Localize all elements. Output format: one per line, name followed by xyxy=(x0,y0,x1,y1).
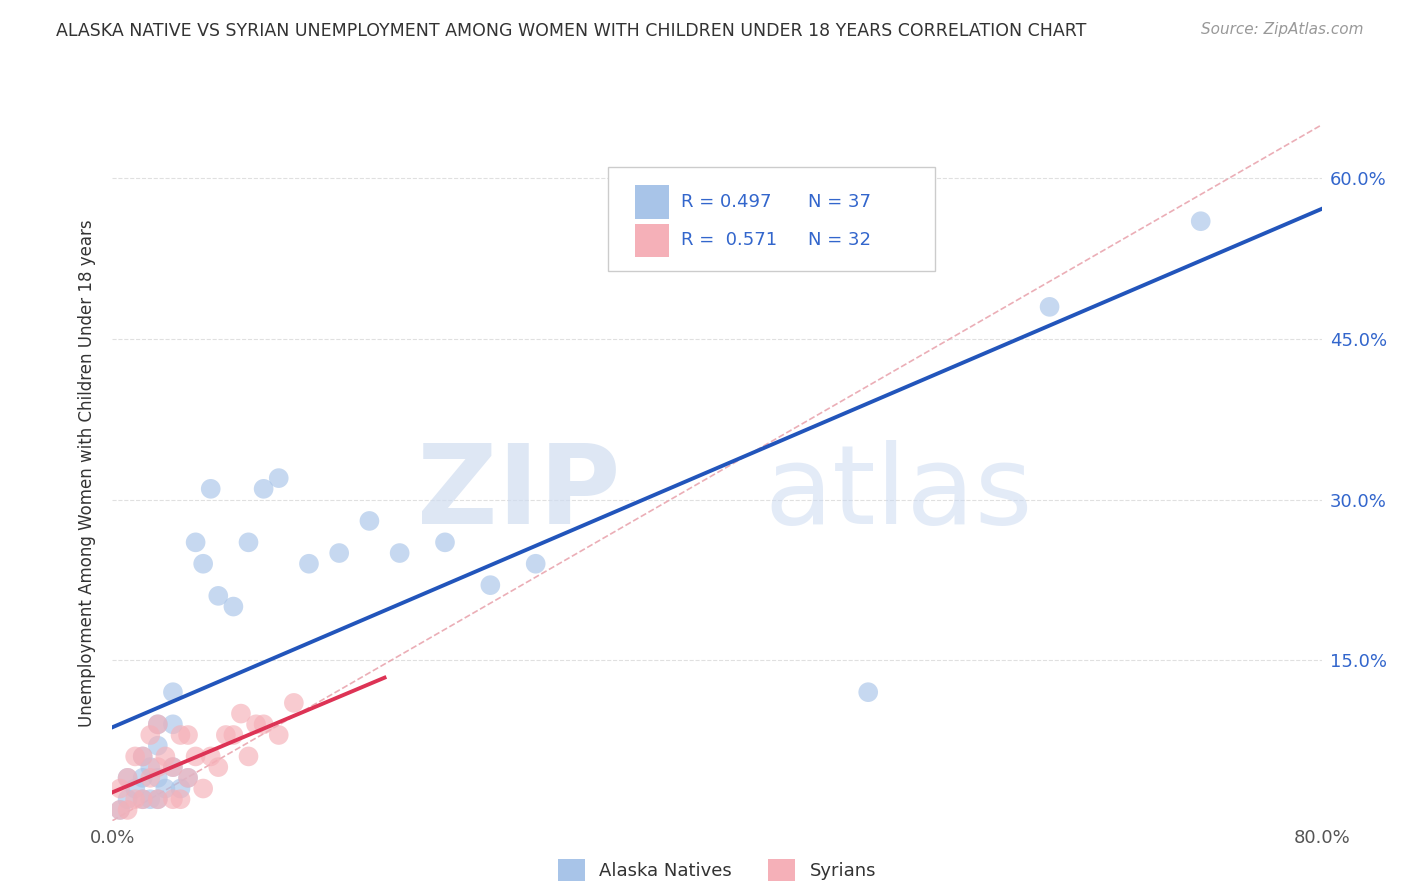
Point xyxy=(328,546,350,560)
Point xyxy=(238,749,260,764)
Point xyxy=(238,535,260,549)
Point xyxy=(359,514,381,528)
Point xyxy=(139,771,162,785)
Point xyxy=(146,739,169,753)
Point xyxy=(200,482,222,496)
Text: atlas: atlas xyxy=(765,440,1032,547)
Point xyxy=(169,781,191,796)
Point xyxy=(132,749,155,764)
Point xyxy=(177,771,200,785)
Point xyxy=(207,760,229,774)
Text: ALASKA NATIVE VS SYRIAN UNEMPLOYMENT AMONG WOMEN WITH CHILDREN UNDER 18 YEARS CO: ALASKA NATIVE VS SYRIAN UNEMPLOYMENT AMO… xyxy=(56,22,1087,40)
Point xyxy=(124,792,146,806)
Point xyxy=(253,717,276,731)
Point xyxy=(132,792,155,806)
Text: ZIP: ZIP xyxy=(418,440,620,547)
Point xyxy=(856,685,880,699)
Point xyxy=(191,557,214,571)
Bar xyxy=(636,186,669,219)
Point xyxy=(162,760,184,774)
Point xyxy=(146,771,169,785)
Point xyxy=(191,781,214,796)
Point xyxy=(222,728,245,742)
Text: N = 37: N = 37 xyxy=(807,193,870,211)
Point xyxy=(433,535,456,549)
Point xyxy=(298,557,321,571)
Point xyxy=(184,749,207,764)
Point xyxy=(169,792,191,806)
Point xyxy=(124,749,146,764)
Point xyxy=(146,792,169,806)
Point xyxy=(162,760,184,774)
Point xyxy=(267,728,290,742)
Point xyxy=(229,706,252,721)
Point xyxy=(132,792,155,806)
Bar xyxy=(636,224,669,257)
Text: R = 0.497: R = 0.497 xyxy=(681,193,772,211)
Legend: Alaska Natives, Syrians: Alaska Natives, Syrians xyxy=(558,859,876,881)
Point xyxy=(155,749,177,764)
Point xyxy=(139,760,162,774)
Point xyxy=(139,792,162,806)
Point xyxy=(1038,300,1062,314)
Point xyxy=(117,803,139,817)
Point xyxy=(146,760,169,774)
Point xyxy=(117,792,139,806)
Point xyxy=(146,792,169,806)
Point xyxy=(169,728,191,742)
Point xyxy=(479,578,502,592)
Point xyxy=(283,696,305,710)
Point xyxy=(207,589,229,603)
Point xyxy=(1189,214,1212,228)
Point xyxy=(132,771,155,785)
Point xyxy=(117,771,139,785)
Point xyxy=(108,781,131,796)
Point xyxy=(162,717,184,731)
Point xyxy=(146,717,169,731)
Point xyxy=(146,717,169,731)
Point xyxy=(124,781,146,796)
Point xyxy=(388,546,411,560)
Point xyxy=(200,749,222,764)
Point xyxy=(215,728,238,742)
FancyBboxPatch shape xyxy=(609,167,935,271)
Point xyxy=(177,771,200,785)
Point xyxy=(132,749,155,764)
Text: R =  0.571: R = 0.571 xyxy=(681,231,778,250)
Point xyxy=(117,771,139,785)
Point xyxy=(139,728,162,742)
Point xyxy=(162,792,184,806)
Point xyxy=(108,803,131,817)
Point xyxy=(184,535,207,549)
Text: Source: ZipAtlas.com: Source: ZipAtlas.com xyxy=(1201,22,1364,37)
Point xyxy=(177,728,200,742)
Point xyxy=(267,471,290,485)
Point xyxy=(524,557,547,571)
Y-axis label: Unemployment Among Women with Children Under 18 years: Unemployment Among Women with Children U… xyxy=(77,219,96,727)
Point xyxy=(222,599,245,614)
Point xyxy=(245,717,267,731)
Text: N = 32: N = 32 xyxy=(807,231,870,250)
Point xyxy=(162,685,184,699)
Point xyxy=(253,482,276,496)
Point xyxy=(155,781,177,796)
Point xyxy=(108,803,131,817)
